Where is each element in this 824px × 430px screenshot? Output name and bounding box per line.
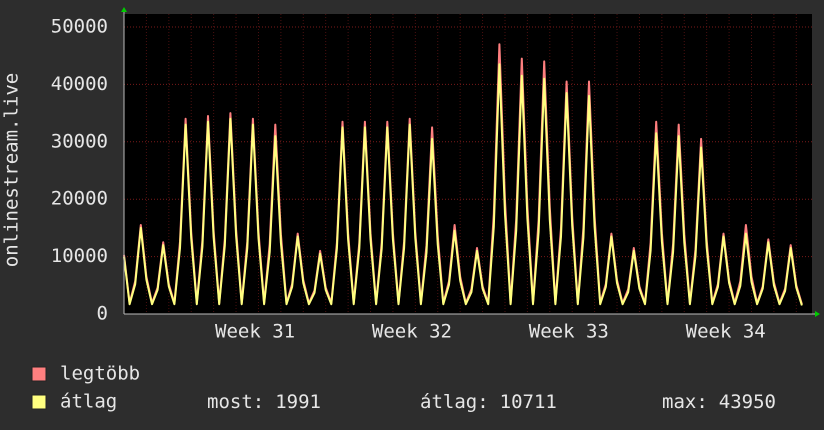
y-tick-label: 10000 bbox=[51, 245, 108, 267]
y-tick-label: 40000 bbox=[51, 73, 108, 95]
y-tick-label: 0 bbox=[97, 303, 108, 325]
legend-label: átlag bbox=[60, 391, 117, 413]
stat-value: 43950 bbox=[719, 391, 776, 413]
stat-value: 1991 bbox=[275, 391, 321, 413]
stat-label: most: bbox=[207, 391, 264, 413]
legend-swatch bbox=[31, 366, 47, 382]
stat-value: 10711 bbox=[500, 391, 557, 413]
series-line bbox=[123, 63, 803, 306]
legend-label: legtöbb bbox=[60, 363, 140, 385]
y-axis-label: onlinestream.live bbox=[1, 73, 23, 267]
stat: most: 1991 bbox=[207, 391, 321, 413]
legend-swatch bbox=[31, 394, 47, 410]
x-tick-label: Week 33 bbox=[529, 321, 609, 343]
x-tick-label: Week 31 bbox=[215, 321, 295, 343]
stat-label: max: bbox=[662, 391, 708, 413]
y-axis-arrow bbox=[121, 7, 127, 12]
x-axis-arrow bbox=[815, 311, 820, 317]
y-tick-label: 50000 bbox=[51, 16, 108, 38]
stat: max: 43950 bbox=[662, 391, 776, 413]
x-tick-label: Week 34 bbox=[686, 321, 766, 343]
y-tick-label: 20000 bbox=[51, 188, 108, 210]
y-tick-label: 30000 bbox=[51, 130, 108, 152]
stat: átlag: 10711 bbox=[420, 391, 557, 413]
x-tick-label: Week 32 bbox=[372, 321, 452, 343]
stat-label: átlag: bbox=[420, 391, 489, 413]
